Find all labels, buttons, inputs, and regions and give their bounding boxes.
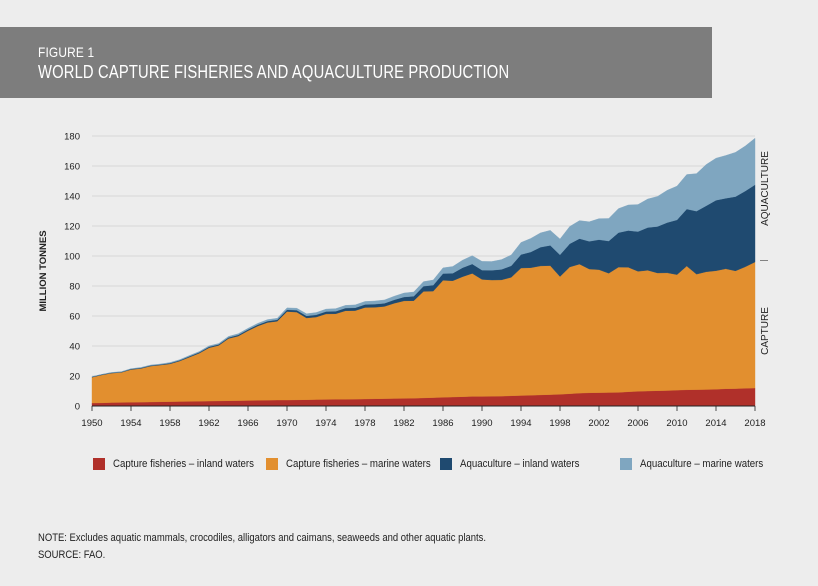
x-tick-label: 1978 (354, 418, 375, 429)
x-tick-label: 2006 (627, 418, 648, 429)
capture-side-label: CAPTURE (760, 307, 771, 355)
figure-banner: FIGURE 1 WORLD CAPTURE FISHERIES AND AQU… (0, 27, 712, 98)
x-tick-label: 2018 (744, 418, 765, 429)
legend-swatch (440, 458, 452, 470)
legend-label: Aquaculture – marine waters (640, 458, 764, 470)
x-tick-label: 1990 (471, 418, 492, 429)
y-tick-label: 40 (69, 342, 80, 353)
x-tick-label: 1982 (393, 418, 414, 429)
legend-swatch (266, 458, 278, 470)
x-tick-label: 1974 (315, 418, 336, 429)
y-tick-label: 20 (69, 372, 80, 383)
aquaculture-side-label: AQUACULTURE (760, 151, 771, 226)
legend-swatch (620, 458, 632, 470)
x-tick-label: 2014 (705, 418, 726, 429)
figure-title: WORLD CAPTURE FISHERIES AND AQUACULTURE … (38, 62, 510, 82)
x-tick-label: 2002 (588, 418, 609, 429)
x-tick-label: 2010 (666, 418, 687, 429)
y-axis-title: MILLION TONNES (38, 230, 49, 311)
chart-legend: Capture fisheries – inland waters Capture… (0, 458, 818, 478)
legend-item: Capture fisheries – inland waters (93, 458, 273, 470)
legend-label: Capture fisheries – inland waters (113, 458, 254, 470)
x-tick-label: 1954 (120, 418, 141, 429)
legend-label: Aquaculture – inland waters (460, 458, 580, 470)
x-tick-label: 1986 (432, 418, 453, 429)
series-area-4 (91, 137, 756, 378)
figure-number: FIGURE 1 (38, 44, 95, 60)
legend-item: Aquaculture – marine waters (620, 458, 780, 470)
y-tick-label: 60 (69, 312, 80, 323)
x-tick-label: 1966 (237, 418, 258, 429)
x-tick-label: 1950 (81, 418, 102, 429)
x-tick-label: 1958 (159, 418, 180, 429)
y-tick-label: 140 (64, 192, 80, 203)
x-tick-label: 1998 (549, 418, 570, 429)
y-tick-label: 120 (64, 222, 80, 233)
y-tick-label: 0 (75, 402, 80, 413)
legend-swatch (93, 458, 105, 470)
x-tick-label: 1962 (198, 418, 219, 429)
legend-label: Capture fisheries – marine waters (286, 458, 431, 470)
y-tick-label: 160 (64, 162, 80, 173)
x-tick-label: 1970 (276, 418, 297, 429)
chart-source: SOURCE: FAO. (38, 549, 106, 561)
x-tick-label: 1994 (510, 418, 531, 429)
y-tick-label: 180 (64, 132, 80, 143)
y-tick-label: 80 (69, 282, 80, 293)
y-tick-label: 100 (64, 252, 80, 263)
chart-note: NOTE: Excludes aquatic mammals, crocodil… (38, 532, 486, 544)
legend-item: Capture fisheries – marine waters (266, 458, 450, 470)
legend-item: Aquaculture – inland waters (440, 458, 596, 470)
